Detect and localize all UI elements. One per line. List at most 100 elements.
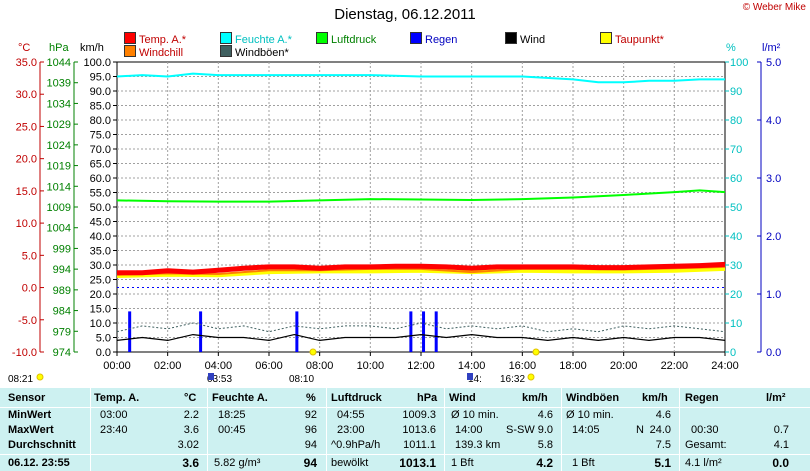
stats-rain-title: Regen — [685, 392, 719, 404]
stats-press-max-time: 23:00 — [337, 424, 365, 436]
stats-wind-unit: km/h — [522, 392, 548, 404]
temp-tick-label: 30.0 — [16, 89, 37, 101]
rain-tick-label: 0.0 — [766, 347, 781, 359]
legend-label: Regen — [425, 34, 458, 46]
x-tick-label: 22:00 — [661, 360, 689, 372]
wind-tick-label: 95.0 — [90, 72, 111, 84]
sun-icon — [309, 348, 317, 356]
wind-tick-label: 55.0 — [90, 188, 111, 200]
x-tick-label: 24:00 — [711, 360, 739, 372]
stats-temp-min-value: 2.2 — [183, 409, 199, 421]
rain-bar — [295, 311, 299, 352]
temp-tick-label: 35.0 — [16, 57, 37, 69]
wind-tick-label: 45.0 — [90, 217, 111, 229]
stats-hum-unit: % — [306, 392, 316, 404]
legend-label: Wind — [520, 34, 546, 46]
stats-press-min-time: 04:55 — [337, 409, 365, 421]
temp-tick-label: 25.0 — [16, 121, 37, 133]
pressure-tick-label: 1029 — [47, 119, 71, 131]
rain-unit-label: l/m² — [762, 42, 781, 54]
pressure-tick-label: 979 — [53, 326, 71, 338]
rain-bar — [128, 311, 132, 352]
x-tick-label: 00:00 — [103, 360, 131, 372]
pressure-tick-label: 984 — [53, 306, 71, 318]
rain-bar — [422, 311, 426, 352]
legend-temp: Temp. A.* — [124, 32, 186, 46]
stats-gust-min-value: 4.6 — [655, 409, 671, 421]
legend-label: Windchill — [139, 47, 184, 59]
wind-tick-label: 90.0 — [90, 86, 111, 98]
astro-time-label: 08:21 — [8, 374, 33, 385]
x-tick-label: 04:00 — [205, 360, 233, 372]
legend-swatch — [220, 32, 232, 44]
stats-temp-min-time: 03:00 — [100, 409, 128, 421]
stats-wind-avg-value: 5.8 — [537, 439, 553, 451]
humidity-tick-label: 0 — [730, 347, 736, 359]
wind-tick-label: 30.0 — [90, 260, 111, 272]
stats-rain-max-value: 0.7 — [773, 424, 789, 436]
series-line — [116, 334, 726, 341]
stats-press-title: Luftdruck — [331, 392, 382, 404]
temp-tick-label: 20.0 — [16, 154, 37, 166]
rain-bar — [199, 311, 203, 352]
legend-swatch — [505, 32, 517, 44]
astro-time-label: 08:10 — [289, 374, 314, 385]
pressure-tick-label: 1014 — [47, 181, 71, 193]
stats-press-trend: ^0.9hPa/h — [331, 439, 381, 451]
wind-tick-label: 70.0 — [90, 144, 111, 156]
legend-rain: Regen — [410, 32, 457, 46]
rain-tick-label: 2.0 — [766, 231, 781, 243]
stats-hum-current: 94 — [303, 456, 317, 470]
stats-avg-label: Durchschnitt — [8, 439, 76, 451]
wind-tick-label: 0.0 — [96, 347, 111, 359]
stats-current-label: 06.12. 23:55 — [8, 457, 70, 469]
pressure-tick-label: 1024 — [47, 140, 71, 152]
sun-icon — [527, 373, 535, 381]
pressure-tick-label: 1019 — [47, 161, 71, 173]
pressure-tick-label: 974 — [53, 347, 71, 359]
stats-gust-avg-value: 7.5 — [655, 439, 671, 451]
astro-time-label: 16:32 — [500, 374, 525, 385]
stats-temp-title: Temp. A. — [94, 392, 140, 404]
legend-swatch — [410, 32, 422, 44]
pressure-tick-label: 1039 — [47, 78, 71, 90]
x-tick-label: 16:00 — [509, 360, 537, 372]
legend-swatch — [220, 45, 232, 57]
wind-tick-label: 15.0 — [90, 304, 111, 316]
stats-press-forecast: bewölkt — [331, 457, 369, 469]
legend-swatch — [600, 32, 612, 44]
wind-tick-label: 25.0 — [90, 275, 111, 287]
stats-wind-current: 4.2 — [536, 456, 553, 470]
stats-rain-total-value: 4.1 — [773, 439, 789, 451]
wind-tick-label: 85.0 — [90, 101, 111, 113]
stats-temp-max-time: 23:40 — [100, 424, 128, 436]
stats-gust-unit: km/h — [642, 392, 668, 404]
legend-label: Luftdruck — [331, 34, 377, 46]
wind-tick-label: 60.0 — [90, 173, 111, 185]
legend-wind: Wind — [505, 32, 545, 46]
legend-humidity: Feuchte A.* — [220, 32, 292, 46]
x-tick-label: 14:00 — [458, 360, 486, 372]
humidity-tick-label: 80 — [730, 115, 742, 127]
stats-gust-max-value: 24.0 — [649, 424, 671, 436]
series-line — [116, 266, 726, 278]
pressure-tick-label: 1044 — [47, 57, 71, 69]
stats-wind-title: Wind — [449, 392, 476, 404]
astro-time-label: 03:53 — [207, 374, 232, 385]
humidity-tick-label: 40 — [730, 231, 742, 243]
astro-time-label: 14: — [468, 374, 482, 385]
legend-windchill: Windchill — [124, 45, 183, 59]
stats-press-max-value: 1013.6 — [402, 424, 436, 436]
x-tick-label: 10:00 — [357, 360, 385, 372]
wind-tick-label: 5.0 — [96, 333, 111, 345]
stats-table: Sensor MinWert MaxWert Durchschnitt 06.1… — [0, 388, 810, 471]
stats-min-label: MinWert — [8, 409, 52, 421]
stats-hum-max-time: 00:45 — [218, 424, 246, 436]
stats-sensor-header: Sensor — [8, 392, 46, 404]
pressure-tick-label: 989 — [53, 285, 71, 297]
pressure-tick-label: 1034 — [47, 98, 71, 110]
stats-rain-today: 4.1 l/m² — [685, 457, 722, 469]
legend-label: Taupunkt* — [615, 34, 664, 46]
stats-gust-title: Windböen — [566, 392, 620, 404]
wind-tick-label: 100.0 — [83, 57, 111, 69]
